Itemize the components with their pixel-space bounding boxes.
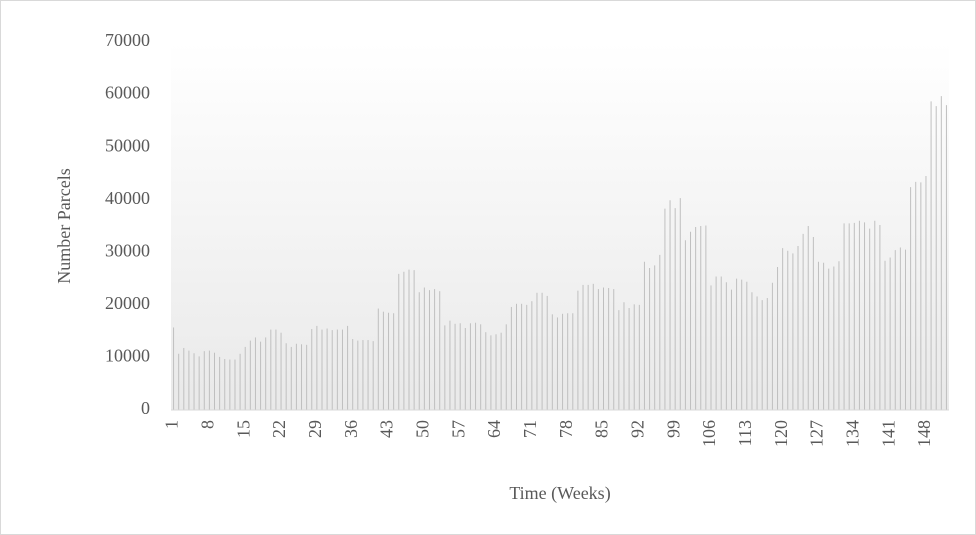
x-tick-label: 141 xyxy=(878,420,898,447)
x-tick-label: 92 xyxy=(627,420,647,438)
x-tick-label: 64 xyxy=(484,420,504,438)
y-tick-label: 40000 xyxy=(105,188,150,208)
x-tick-label: 120 xyxy=(771,420,791,447)
x-tick-label: 8 xyxy=(198,420,218,429)
x-tick-label: 85 xyxy=(592,420,612,438)
x-tick-label: 134 xyxy=(842,420,862,447)
y-tick-label: 70000 xyxy=(105,30,150,50)
x-tick-label: 127 xyxy=(807,420,827,447)
y-axis-title: Number Parcels xyxy=(54,168,74,283)
x-tick-label: 106 xyxy=(699,420,719,447)
x-tick-label: 57 xyxy=(448,420,468,438)
x-tick-label: 22 xyxy=(269,420,289,438)
plot-area xyxy=(171,42,949,410)
x-tick-label: 36 xyxy=(341,420,361,438)
x-tick-label: 1 xyxy=(162,420,182,429)
y-tick-label: 60000 xyxy=(105,83,150,103)
x-tick-label: 148 xyxy=(914,420,934,447)
x-tick-label: 50 xyxy=(412,420,432,438)
x-tick-label: 71 xyxy=(520,420,540,438)
x-tick-label: 15 xyxy=(233,420,253,438)
y-tick-label: 30000 xyxy=(105,240,150,260)
y-tick-label: 50000 xyxy=(105,135,150,155)
x-tick-label: 113 xyxy=(735,420,755,446)
x-axis-title: Time (Weeks) xyxy=(509,483,610,504)
x-tick-label: 78 xyxy=(556,420,576,438)
x-tick-label: 29 xyxy=(305,420,325,438)
y-tick-label: 10000 xyxy=(105,346,150,366)
x-tick-label: 43 xyxy=(377,420,397,438)
y-tick-label: 20000 xyxy=(105,293,150,313)
y-tick-label: 0 xyxy=(141,398,150,418)
x-tick-label: 99 xyxy=(663,420,683,438)
